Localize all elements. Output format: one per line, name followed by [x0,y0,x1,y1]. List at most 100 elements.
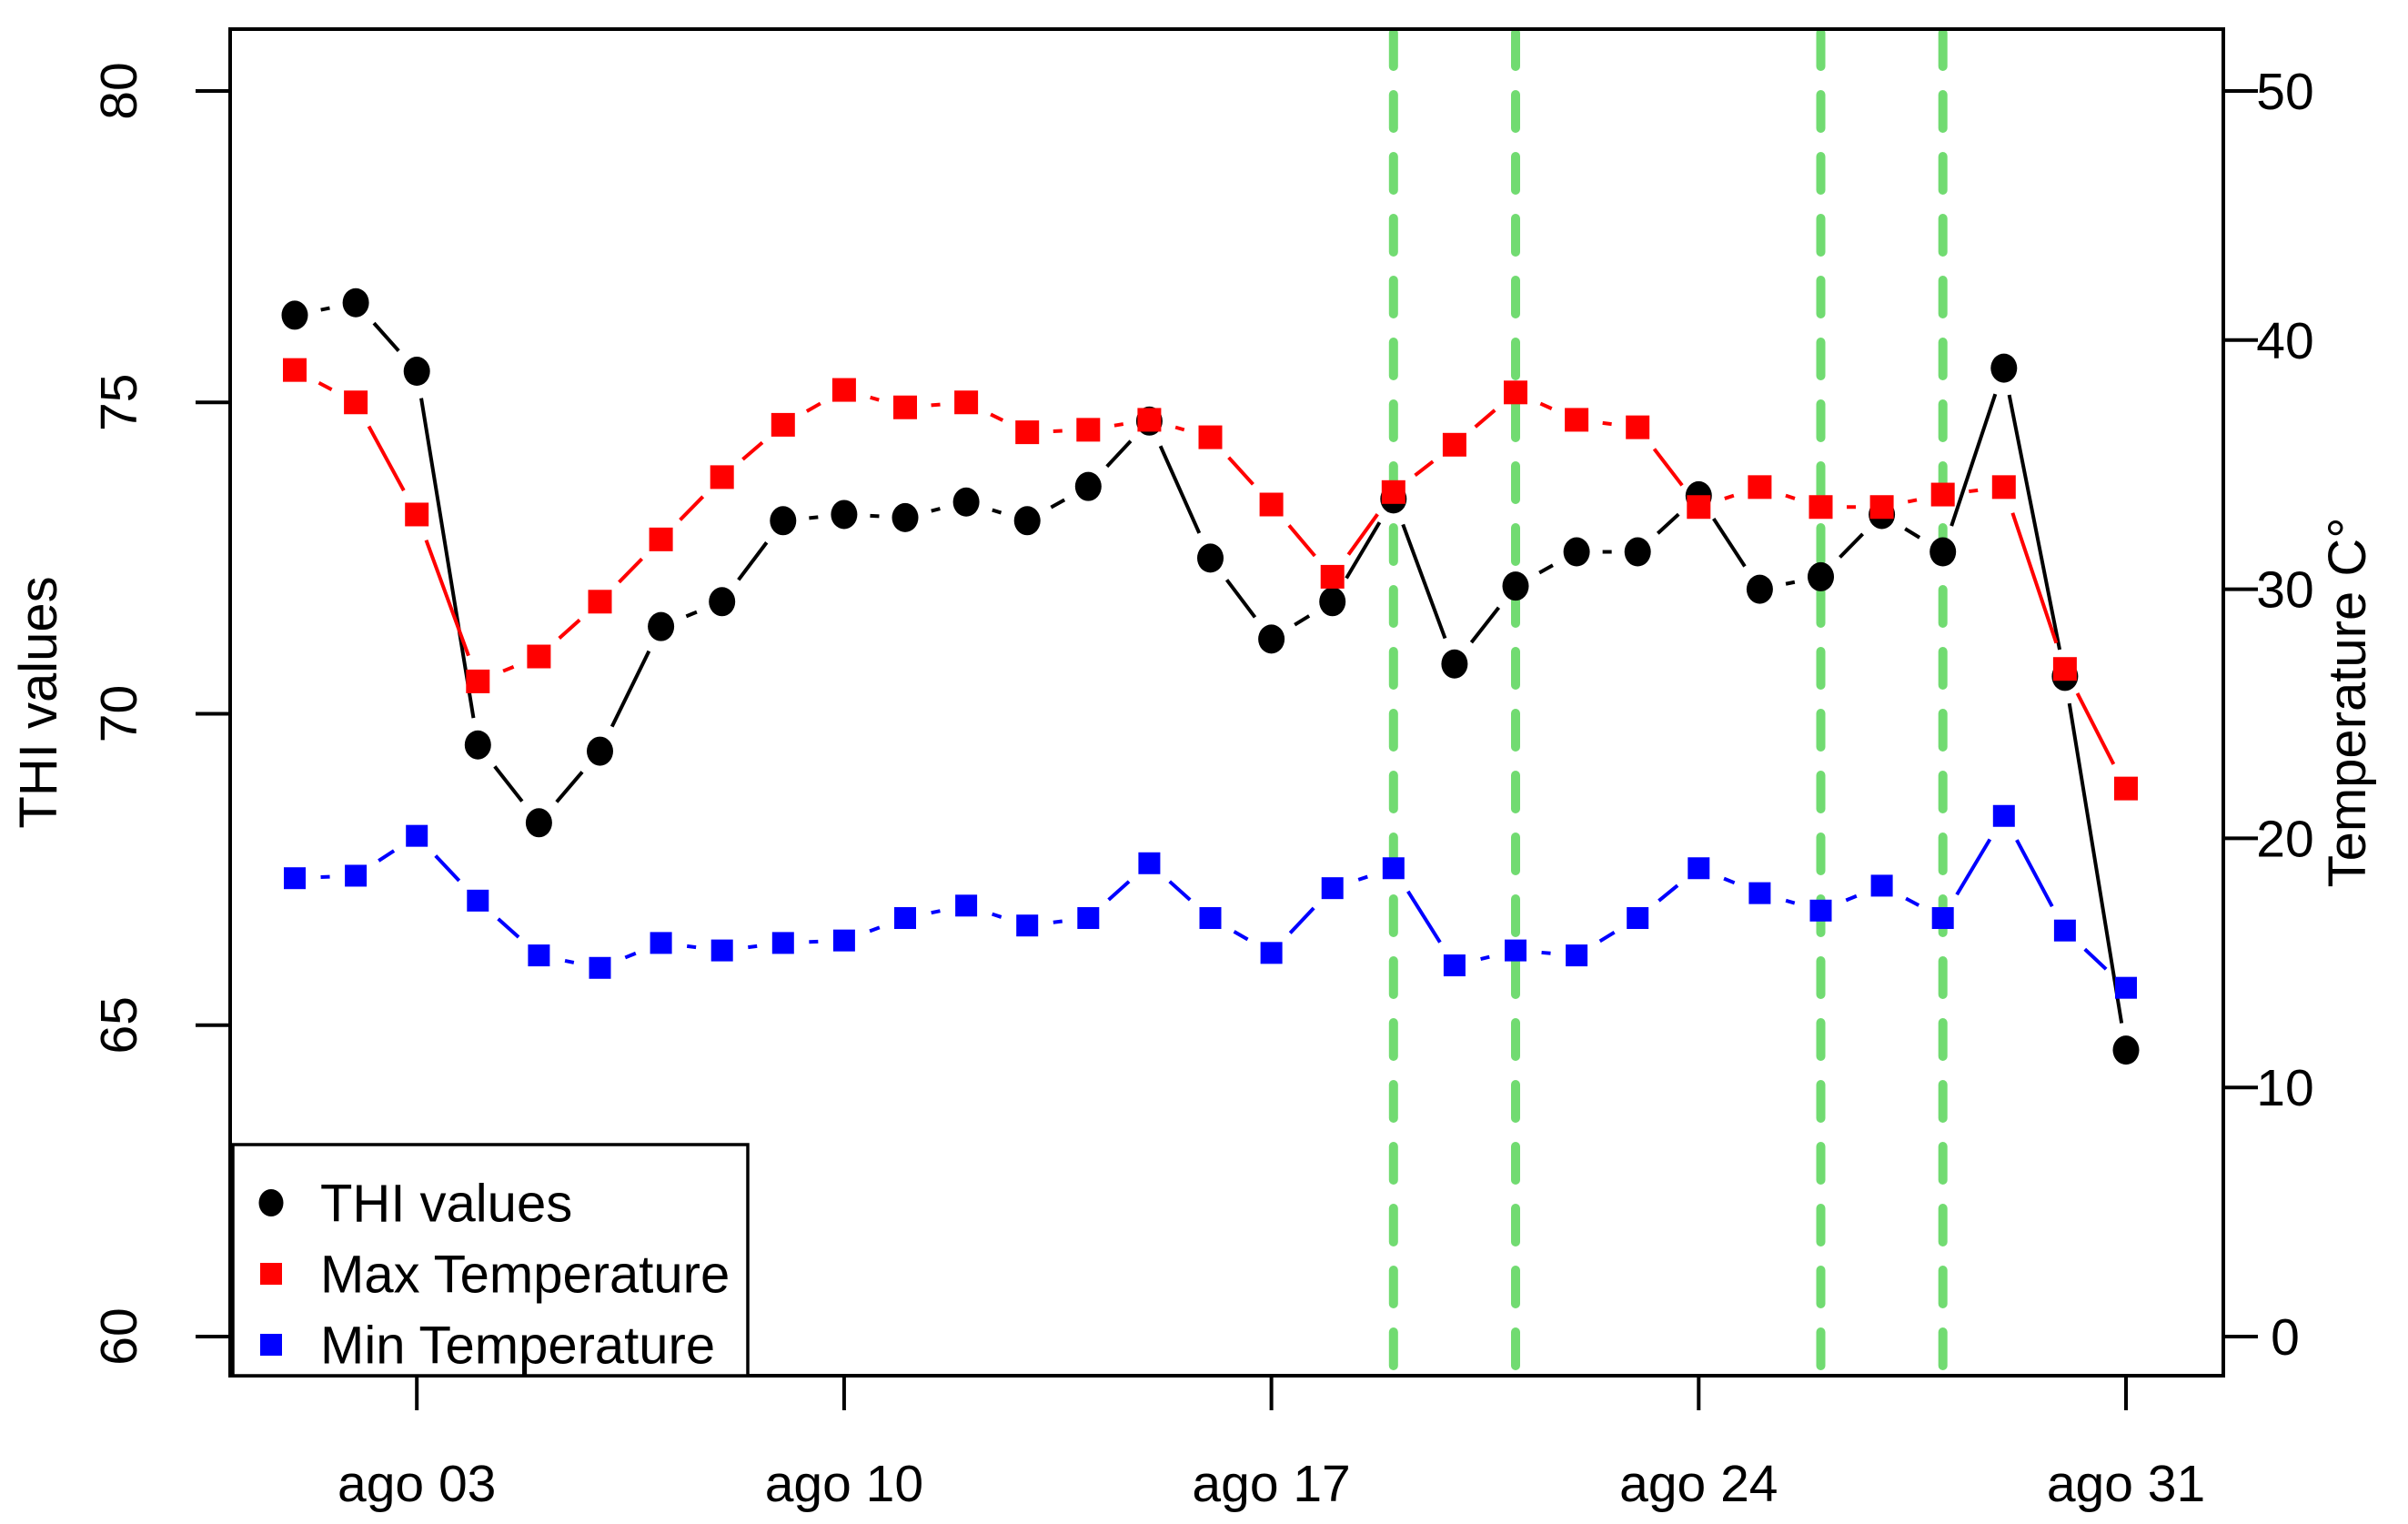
right-axis-title: Temperature C° [2318,518,2377,888]
min-temp-data-point [1931,907,1954,930]
thi-line-segment [419,398,476,719]
thi-line-segment [992,508,1002,515]
min-temp-data-point [1260,942,1283,964]
max-temp-line-segment [1174,425,1185,432]
right-axis-tick-label: 20 [2256,810,2313,868]
min-temp-data-point [832,929,855,952]
min-temp-data-point [1870,874,1893,897]
min-temp-data-point [1809,899,1832,922]
min-temp-data-point [1505,939,1526,962]
max-temp-line-segment [502,665,515,673]
thi-data-point [1013,506,1041,536]
min-temp-data-point [406,824,428,847]
max-temp-data-point [283,358,307,382]
thi-line-segment [685,610,698,619]
max-temp-data-point [710,465,734,489]
thi-data-point [525,808,552,838]
left-axis-title: THI values [9,576,68,828]
thi-data-point [1258,624,1285,654]
right-axis-tick-label: 40 [2256,312,2313,370]
left-axis-tick-label: 60 [90,1307,148,1365]
thi-data-point [281,300,308,330]
min-temp-line-segment [1541,950,1551,955]
thi-line-segment [1839,532,1865,559]
thi-data-point [1197,543,1224,573]
thi-line-segment [1158,445,1202,534]
min-temp-series [284,804,2137,999]
max-temp-line-segment [679,495,705,521]
thi-data-point [464,730,491,760]
max-temp-data-point [1259,492,1284,517]
max-temp-data-point [649,527,673,551]
min-temp-data-point [1443,954,1466,977]
thi-series [281,288,2140,1065]
thi-data-point [892,502,919,532]
min-temp-line-segment [378,849,396,863]
min-temp-data-point [345,864,368,887]
x-axis-tick-label: ago 24 [1619,1455,1778,1513]
min-temp-data-point [589,956,611,979]
min-temp-line-segment [2015,839,2054,908]
thi-line-segment [320,306,330,312]
thi-data-point [1624,537,1651,567]
min-temp-data-point [1199,907,1222,930]
thi-line-segment [1785,580,1796,586]
min-temp-data-point [1016,914,1039,937]
thi-line-segment [809,515,819,520]
max-temp-data-point [1076,418,1101,442]
thi-line-segment [555,771,584,803]
min-temp-line-segment [1053,919,1063,924]
min-temp-data-point [1077,907,1100,930]
max-temp-data-point [344,390,368,415]
min-temp-line-segment [1288,906,1315,934]
max-temp-line-segment [1474,409,1496,429]
right-axis-tick-label: 50 [2256,63,2313,121]
max-temp-data-point [893,395,917,419]
max-temp-data-point [1198,425,1223,449]
max-temp-data-point [2052,657,2077,681]
max-temp-line-segment [2075,692,2116,765]
max-temp-data-point [1442,432,1466,457]
thi-data-point [1808,561,1834,591]
thi-data-point [1990,353,2018,383]
left-axis-tick-label: 80 [90,62,148,119]
max-temp-line-segment [1227,456,1254,486]
thi-line-segment [1712,517,1747,568]
legend-marker-max-square-icon [260,1263,282,1285]
min-temp-line-segment [1107,880,1131,902]
min-temp-line-segment [1723,876,1736,885]
max-temp-data-point [2114,776,2138,801]
legend-box [231,1143,750,1378]
thi-line-segment [737,541,769,581]
min-temp-data-point [528,944,550,967]
max-temp-data-point [1748,475,1772,500]
thi-line-segment [1469,606,1501,644]
max-temp-line-segment [870,395,880,402]
max-temp-data-point [527,644,551,669]
min-temp-data-point [650,932,672,954]
max-temp-data-point [1320,564,1345,589]
min-temp-data-point [771,932,794,954]
max-temp-line-segment [990,412,1004,422]
thi-line-segment [1224,579,1257,619]
legend-marker-thi-circle-icon [258,1189,284,1216]
min-temp-line-segment [1955,838,1992,896]
thi-line-segment [493,765,524,802]
thi-data-point [1746,574,1773,604]
max-temp-line-segment [618,557,644,584]
right-axis-tick-label: 30 [2256,561,2313,620]
max-temp-line-segment [1539,401,1553,410]
max-temp-line-segment [1602,420,1612,427]
thi-data-point [1319,587,1346,617]
max-temp-line-segment [424,539,470,657]
min-temp-data-point [467,889,489,912]
max-temp-line-segment [2010,512,2059,644]
max-temp-data-point [1991,475,2016,500]
min-temp-line-segment [1480,954,1490,961]
min-temp-data-point [1748,882,1771,904]
max-temp-line-segment [367,425,406,492]
thi-data-point [770,506,797,536]
max-temp-data-point [1504,380,1527,405]
max-temp-data-point [1687,495,1711,520]
